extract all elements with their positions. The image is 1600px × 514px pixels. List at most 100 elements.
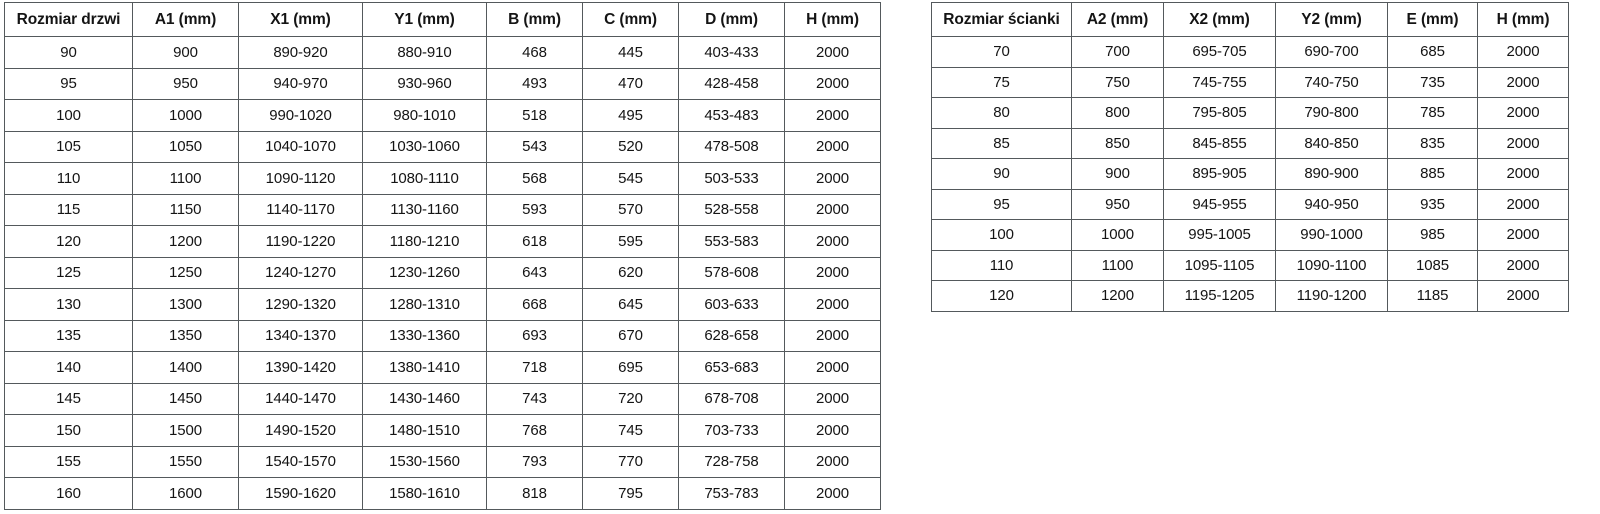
cell: 160	[4, 477, 133, 510]
cell: 2000	[784, 130, 881, 163]
cell: 1190-1220	[238, 225, 363, 258]
cell: 950	[1071, 188, 1164, 220]
cell: 553-583	[678, 225, 785, 258]
cell: 1290-1320	[238, 288, 363, 321]
cell: 695-705	[1163, 36, 1276, 68]
cell: 1040-1070	[238, 130, 363, 163]
cell: 2000	[1477, 249, 1569, 281]
cell: 745	[582, 414, 679, 447]
cell: 890-900	[1275, 158, 1388, 190]
table-row: 115 1150 1140-1170 1130-1160 593 570 528-558 20…	[4, 193, 881, 226]
door-dimensions-table: Rozmiar drzwi A1 (mm) X1 (mm) Y1 (mm) B …	[4, 2, 881, 510]
cell: 145	[4, 382, 133, 415]
column-header-rozmiar-drzwi: Rozmiar drzwi	[4, 2, 133, 37]
cell: 2000	[784, 67, 881, 100]
table-row: 100 1000 990-1020 980-1010 518 495 453-483 2000	[4, 99, 881, 132]
column-header-b: B (mm)	[486, 2, 583, 37]
cell: 1180-1210	[362, 225, 487, 258]
table-row: 110 1100 1090-1120 1080-1110 568 545 503-533 20…	[4, 162, 881, 195]
column-header-y1: Y1 (mm)	[362, 2, 487, 37]
cell: 75	[931, 66, 1072, 98]
table-row: 130 1300 1290-1320 1280-1310 668 645 603-633 20…	[4, 288, 881, 321]
cell: 90	[931, 158, 1072, 190]
cell: 1030-1060	[362, 130, 487, 163]
cell: 2000	[784, 445, 881, 478]
door-table-body: 90 900 890-920 880-910 468 445 403-433 2000 95 9…	[4, 36, 881, 510]
table-row: 75 750 745-755 740-750 735 2000	[931, 66, 1569, 98]
cell: 818	[486, 477, 583, 510]
cell: 100	[4, 99, 133, 132]
cell: 2000	[784, 288, 881, 321]
cell: 2000	[1477, 188, 1569, 220]
column-header-a1: A1 (mm)	[132, 2, 239, 37]
table-row: 105 1050 1040-1070 1030-1060 543 520 478-508 20…	[4, 130, 881, 163]
cell: 785	[1387, 97, 1478, 129]
cell: 110	[931, 249, 1072, 281]
cell: 150	[4, 414, 133, 447]
cell: 518	[486, 99, 583, 132]
cell: 95	[931, 188, 1072, 220]
cell: 70	[931, 36, 1072, 68]
table-row: 110 1100 1095-1105 1090-1100 1085 2000	[931, 249, 1569, 281]
cell: 1350	[132, 319, 239, 352]
cell: 2000	[1477, 158, 1569, 190]
cell: 1000	[132, 99, 239, 132]
wall-dimensions-table: Rozmiar ścianki A2 (mm) X2 (mm) Y2 (mm) …	[931, 2, 1569, 312]
cell: 693	[486, 319, 583, 352]
cell: 470	[582, 67, 679, 100]
table-row: 120 1200 1195-1205 1190-1200 1185 2000	[931, 280, 1569, 312]
table-row: 145 1450 1440-1470 1430-1460 743 720 678-708 20…	[4, 382, 881, 415]
column-header-a2: A2 (mm)	[1071, 2, 1164, 37]
cell: 1490-1520	[238, 414, 363, 447]
cell: 493	[486, 67, 583, 100]
cell: 155	[4, 445, 133, 478]
cell: 670	[582, 319, 679, 352]
cell: 718	[486, 351, 583, 384]
cell: 1100	[132, 162, 239, 195]
cell: 543	[486, 130, 583, 163]
cell: 1230-1260	[362, 256, 487, 289]
cell: 1530-1560	[362, 445, 487, 478]
cell: 495	[582, 99, 679, 132]
cell: 1500	[132, 414, 239, 447]
table-row: 90 900 895-905 890-900 885 2000	[931, 158, 1569, 190]
column-header-x2: X2 (mm)	[1163, 2, 1276, 37]
cell: 1300	[132, 288, 239, 321]
cell: 793	[486, 445, 583, 478]
cell: 1590-1620	[238, 477, 363, 510]
cell: 845-855	[1163, 127, 1276, 159]
table-row: 160 1600 1590-1620 1580-1610 818 795 753-783 20…	[4, 477, 881, 510]
cell: 85	[931, 127, 1072, 159]
cell: 940-970	[238, 67, 363, 100]
cell: 125	[4, 256, 133, 289]
cell: 568	[486, 162, 583, 195]
cell: 1085	[1387, 249, 1478, 281]
cell: 1400	[132, 351, 239, 384]
cell: 403-433	[678, 36, 785, 69]
cell: 678-708	[678, 382, 785, 415]
cell: 653-683	[678, 351, 785, 384]
cell: 1240-1270	[238, 256, 363, 289]
cell: 1250	[132, 256, 239, 289]
cell: 1200	[132, 225, 239, 258]
cell: 120	[931, 280, 1072, 312]
cell: 2000	[1477, 280, 1569, 312]
cell: 1080-1110	[362, 162, 487, 195]
cell: 753-783	[678, 477, 785, 510]
cell: 770	[582, 445, 679, 478]
table-row: 140 1400 1390-1420 1380-1410 718 695 653-683 20…	[4, 351, 881, 384]
table-row: 135 1350 1340-1370 1330-1360 693 670 628-658 20…	[4, 319, 881, 352]
cell: 900	[132, 36, 239, 69]
cell: 728-758	[678, 445, 785, 478]
cell: 895-905	[1163, 158, 1276, 190]
cell: 990-1020	[238, 99, 363, 132]
cell: 685	[1387, 36, 1478, 68]
table-row: 70 700 695-705 690-700 685 2000	[931, 36, 1569, 68]
column-header-h: H (mm)	[784, 2, 881, 37]
cell: 840-850	[1275, 127, 1388, 159]
cell: 593	[486, 193, 583, 226]
cell: 800	[1071, 97, 1164, 129]
cell: 950	[132, 67, 239, 100]
cell: 90	[4, 36, 133, 69]
